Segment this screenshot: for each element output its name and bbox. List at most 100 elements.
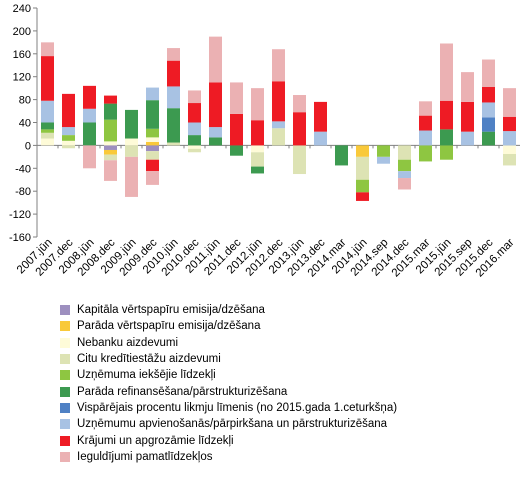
bar-segment: [230, 145, 243, 156]
bar-segment: [209, 36, 222, 83]
bar-segment: [482, 131, 495, 146]
bar-segment: [146, 145, 159, 152]
bar-segment: [356, 179, 369, 193]
legend-item: Kapitāla vērtspapīru emisija/dzēšana: [60, 302, 397, 318]
bar-segment: [146, 171, 159, 185]
bar-segment: [104, 154, 117, 161]
bar-segment: [461, 131, 474, 146]
bar-segment: [293, 145, 306, 175]
y-tick-label: 200: [13, 26, 31, 38]
bar-segment: [146, 141, 159, 146]
bar-segment: [41, 56, 54, 101]
legend-item: Vispārējais procentu likmju līmenis (no …: [60, 400, 397, 416]
bar-segment: [503, 88, 516, 117]
bar-segment: [272, 128, 285, 146]
legend-label: Nebanku aizdevumi: [77, 336, 179, 349]
bar-segment: [146, 151, 159, 160]
bar-segment: [146, 137, 159, 142]
bar-segment: [251, 120, 264, 146]
bar-segment: [167, 142, 180, 146]
legend-label: Citu kredītiestāžu aizdevumi: [77, 353, 221, 366]
bar-segment: [83, 145, 96, 169]
bar-segment: [440, 145, 453, 160]
bar-segment: [125, 109, 138, 139]
bar-segment: [104, 149, 117, 155]
bar-segment: [461, 101, 474, 132]
y-tick-label: -120: [9, 209, 31, 221]
legend-label: Parāda vērtspapīru emisija/dzēšana: [77, 320, 261, 333]
legend-swatch: [60, 321, 70, 332]
bar-segment: [230, 82, 243, 114]
legend-swatch: [60, 386, 70, 397]
bar-segment: [503, 116, 516, 132]
bar-segment: [188, 103, 201, 123]
bar-segment: [419, 115, 432, 131]
bar-segment: [146, 100, 159, 129]
stacked-bar-chart: -160-120-80-40040801201602002402007.jūn2…: [9, 3, 520, 279]
bar-segment: [41, 100, 54, 123]
bar-segment: [125, 138, 138, 146]
y-tick-label: 120: [13, 72, 31, 84]
legend-swatch: [60, 435, 70, 446]
bar-segment: [335, 145, 348, 166]
bar-segment: [482, 102, 495, 118]
legend-label: Vispārējais procentu likmju līmenis (no …: [77, 401, 398, 414]
bar-segment: [41, 138, 54, 146]
y-tick-label: -40: [15, 163, 31, 175]
bar-segment: [62, 93, 75, 128]
bar-segment: [440, 43, 453, 101]
bar-segment: [251, 152, 264, 167]
bar-segment: [125, 145, 138, 157]
bar-segment: [41, 42, 54, 57]
legend-swatch: [60, 337, 70, 348]
legend: Kapitāla vērtspapīru emisija/dzēšana Par…: [60, 302, 397, 465]
bar-segment: [188, 145, 201, 149]
bar-segment: [41, 122, 54, 130]
bar-segment: [377, 145, 390, 157]
bar-segment: [41, 132, 54, 139]
bar-segment: [167, 86, 180, 109]
bar-segment: [356, 192, 369, 201]
legend-swatch: [60, 402, 70, 413]
legend-item: Citu kredītiestāžu aizdevumi: [60, 351, 397, 367]
y-tick-label: -80: [15, 186, 31, 198]
legend-label: Ieguldījumi pamatlīdzekļos: [77, 450, 213, 463]
bar-segment: [419, 145, 432, 162]
bar-segment: [503, 153, 516, 166]
bar-segment: [398, 178, 411, 190]
legend-swatch: [60, 419, 70, 430]
legend-item: Nebanku aizdevumi: [60, 335, 397, 351]
legend-item: Ieguldījumi pamatlīdzekļos: [60, 449, 397, 465]
y-tick-label: 0: [25, 140, 31, 152]
bar-segment: [398, 145, 411, 160]
bar-segment: [167, 48, 180, 61]
bar-segment: [104, 103, 117, 120]
legend-label: Kapitāla vērtspapīru emisija/dzēšana: [77, 304, 265, 317]
legend-item: Uzņēmumu apvienošanās/pārpirkšana un pār…: [60, 416, 397, 432]
y-tick-label: -160: [9, 232, 31, 244]
bar-segment: [146, 159, 159, 172]
legend-item: Parāda refinansēšana/pārstrukturizēšana: [60, 383, 397, 399]
legend-label: Uzņēmuma iekšējie līdzekļi: [77, 369, 216, 382]
bar-segment: [440, 129, 453, 146]
y-tick-label: 160: [13, 49, 31, 61]
bar-segment: [209, 82, 222, 128]
bar-segment: [461, 72, 474, 102]
bar-segment: [167, 108, 180, 143]
bar-segment: [314, 131, 327, 146]
bar-segment: [377, 156, 390, 164]
bar-segment: [62, 127, 75, 136]
bar-segment: [104, 119, 117, 142]
bar-segment: [293, 112, 306, 146]
bar-segment: [251, 88, 264, 121]
legend-item: Krājumi un apgrozāmie līdzekļi: [60, 432, 397, 448]
bar-segment: [209, 127, 222, 138]
bar-segment: [104, 160, 117, 181]
y-tick-label: 40: [19, 118, 31, 130]
bar-segment: [83, 122, 96, 146]
bar-segment: [188, 135, 201, 146]
legend-label: Uzņēmumu apvienošanās/pārpirkšana un pār…: [77, 418, 388, 431]
bar-segment: [272, 121, 285, 129]
bar-segment: [188, 122, 201, 136]
bar-segment: [356, 145, 369, 157]
